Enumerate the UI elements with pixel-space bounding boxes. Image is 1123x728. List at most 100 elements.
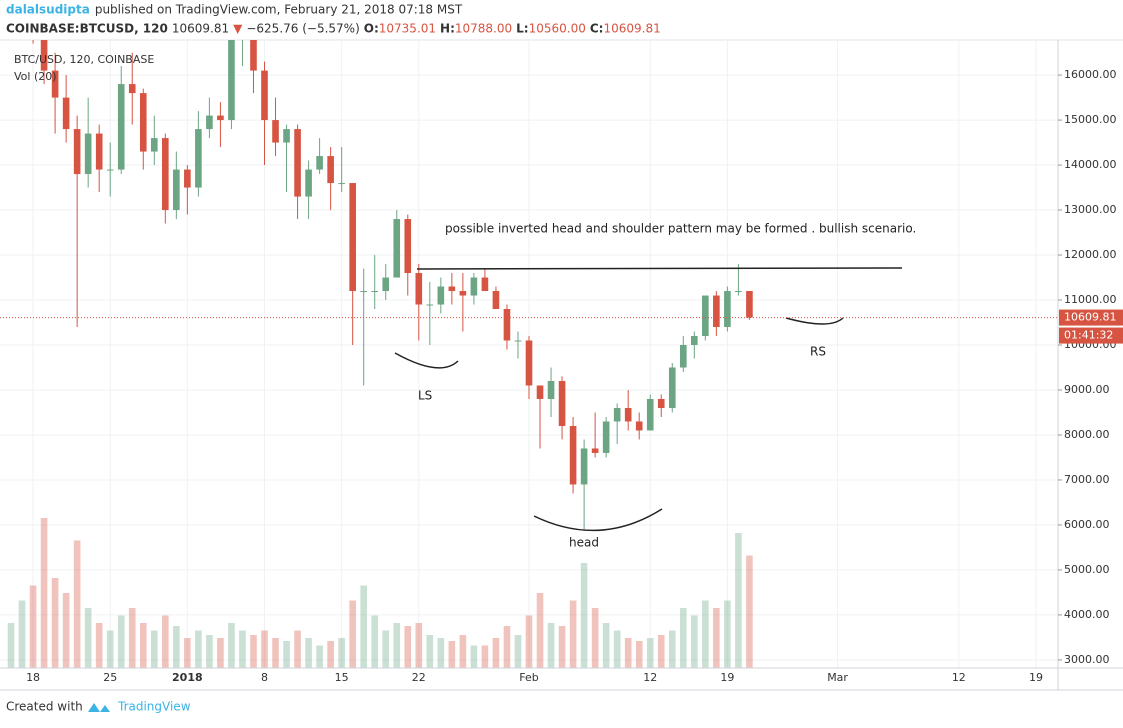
footer-brand[interactable]: TradingView <box>117 700 191 714</box>
x-tick-label: 2018 <box>172 671 203 684</box>
ohlc-value: 10788.00 <box>455 22 512 36</box>
candle-body <box>679 345 687 368</box>
candle-body <box>316 156 323 170</box>
volume-bar <box>62 593 70 668</box>
volume-bar <box>371 615 379 668</box>
neckline <box>416 267 903 270</box>
shape-curve <box>394 352 459 369</box>
quote-line: COINBASE:BTCUSD, 120 10609.81 ▼ −625.76 (−5… <box>6 22 661 36</box>
volume-bar <box>481 645 489 668</box>
candle-body <box>735 291 742 293</box>
volume-bar <box>250 635 257 668</box>
volume-bar <box>95 623 103 668</box>
candle-body <box>84 133 92 175</box>
volume-bar <box>239 630 246 668</box>
ohlc-label: C: <box>590 22 604 36</box>
volume-bar <box>613 630 621 668</box>
candle-body <box>724 291 731 328</box>
candle-body <box>746 291 753 318</box>
volume-bar <box>691 615 698 668</box>
candle-body <box>635 421 643 431</box>
volume-bar <box>415 623 423 668</box>
volume-bar <box>448 641 456 668</box>
countdown: 01:41:32 <box>1064 329 1113 342</box>
author[interactable]: dalalsudipta <box>6 3 90 17</box>
shape-curve <box>533 508 663 532</box>
legend-volume: Vol (20) <box>14 70 57 83</box>
candle-body <box>525 340 533 386</box>
ohlc-label: H: <box>440 22 455 36</box>
candle-body <box>393 219 401 278</box>
volume-bar <box>459 635 467 668</box>
ohlc-value: 10560.00 <box>529 22 586 36</box>
volume-bar <box>106 630 114 668</box>
candle-body <box>646 398 654 431</box>
ohlc-value: 10735.01 <box>379 22 436 36</box>
volume-bar <box>437 638 445 668</box>
x-tick-label: Feb <box>519 671 538 684</box>
volume-bar <box>525 615 533 668</box>
candle-body <box>40 40 48 71</box>
volume-bar <box>272 638 279 668</box>
candle-body <box>569 425 577 485</box>
candle-body <box>426 304 434 306</box>
volume-bar <box>602 623 610 668</box>
volume-bar <box>426 635 434 668</box>
volume-bar <box>206 635 213 668</box>
x-tick-label: 19 <box>1029 671 1043 684</box>
candle-body <box>95 133 103 170</box>
candle-body <box>327 156 334 184</box>
candle-body <box>338 183 345 185</box>
volume-bar <box>173 626 180 668</box>
y-tick-label: 3000.00 <box>1064 653 1110 666</box>
candle-body <box>514 340 522 342</box>
volume-bar <box>217 638 224 668</box>
volume-bar <box>360 585 367 668</box>
volume-bar <box>73 540 81 668</box>
volume-bar <box>261 630 268 668</box>
volume-bar <box>668 630 676 668</box>
volume-bar <box>503 626 511 668</box>
volume-bar <box>162 615 169 668</box>
candle-body <box>128 84 136 94</box>
candle-body <box>547 380 555 399</box>
candle-body <box>591 448 599 453</box>
price: 10609.81 <box>172 22 229 36</box>
last-price-box <box>1059 309 1123 326</box>
y-tick-label: 11000.00 <box>1064 293 1117 306</box>
volume-bar <box>338 638 345 668</box>
volume-bar <box>713 608 720 668</box>
candle-body <box>691 336 698 346</box>
volume-bar <box>184 638 191 668</box>
countdown-box <box>1059 327 1123 344</box>
candle-body <box>73 129 81 175</box>
candle-body <box>349 183 356 292</box>
volume-bar <box>492 638 500 668</box>
candle-body <box>51 70 59 98</box>
volume-bar <box>547 623 555 668</box>
ohlc-label: O: <box>364 22 379 36</box>
candle-body <box>580 448 588 485</box>
volume-bar <box>294 630 301 668</box>
volume-bar <box>305 638 312 668</box>
tv-logo <box>88 703 110 712</box>
candle-body <box>184 169 191 188</box>
volume-bar <box>128 608 136 668</box>
annotation-note: possible inverted head and shoulder patt… <box>445 222 916 236</box>
volume-bar <box>635 641 643 668</box>
volume-bar <box>195 630 202 668</box>
volume-bar <box>470 645 478 668</box>
candle-body <box>437 286 445 305</box>
x-tick-label: 12 <box>643 671 657 684</box>
candle-body <box>250 40 257 71</box>
candle-body <box>228 40 235 121</box>
change-arrow: ▼ <box>233 22 243 36</box>
candle-body <box>503 309 511 341</box>
footer-created: Created with <box>6 700 83 714</box>
candle-body <box>195 129 202 188</box>
y-tick-label: 8000.00 <box>1064 428 1110 441</box>
volume-bar <box>746 555 753 668</box>
candle-body <box>305 169 312 197</box>
candle-body <box>150 138 158 152</box>
x-tick-label: 12 <box>952 671 966 684</box>
